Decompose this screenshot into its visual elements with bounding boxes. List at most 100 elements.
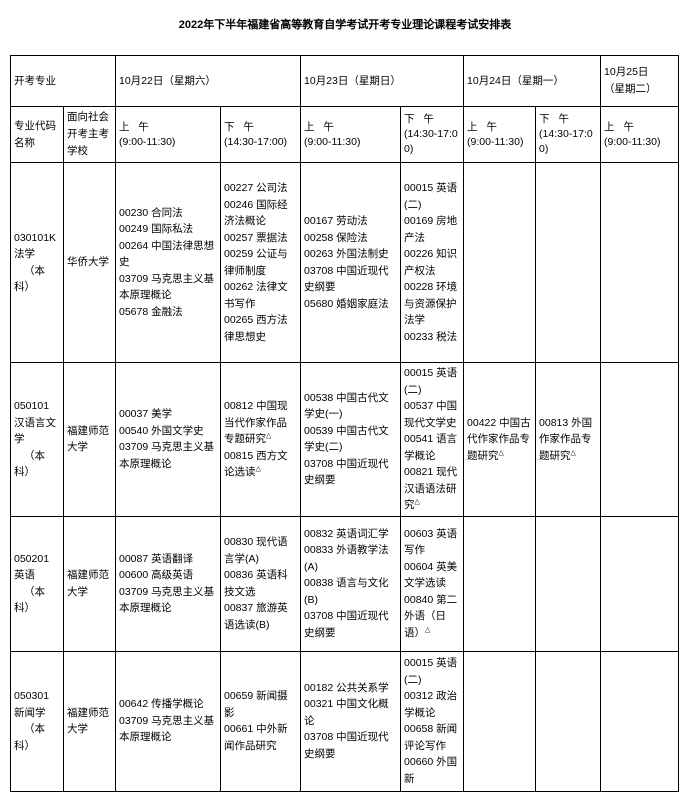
course-cell: 00037 美学 00540 外国文学史 03709 马克思主义基本原理概论 <box>115 362 221 517</box>
course-entry: 00259 公证与律师制度 <box>224 248 288 277</box>
course-entry: 00182 公共关系学 <box>304 681 389 694</box>
triangle-marker-icon: △ <box>414 498 420 506</box>
course-entry: 00821 现代汉语语法研究△ <box>404 466 458 511</box>
course-entry: 00604 英美文学选读 <box>404 560 458 590</box>
course-entry: 00540 外国文学史 <box>119 424 204 437</box>
course-cell: 00182 公共关系学 00321 中国文化概论 03708 中国近现代史纲要 <box>300 650 402 792</box>
course-cell <box>600 515 680 652</box>
course-entry: 00813 外国作家作品专题研究△ <box>539 416 593 462</box>
course-entry: 00833 外语教学法(A) <box>304 544 389 573</box>
course-entry: 00321 中国文化概论 <box>304 698 389 727</box>
school-cell: 福建师范大学 <box>63 362 116 517</box>
course-cell: 00832 英语词汇学 00833 外语教学法(A) 00838 语言与文化(B) 0… <box>300 515 402 652</box>
course-entry: 03708 中国近现代史纲要 <box>304 731 389 760</box>
course-entry: 00422 中国古代作家作品专题研究△ <box>467 416 531 462</box>
header-day-oct23: 10月23日（星期日） <box>300 55 465 107</box>
table-header-row-days: 开考专业 10月22日（星期六） 10月23日（星期日） 10月24日（星期一）… <box>10 55 680 107</box>
major-level: （本科） <box>14 449 45 479</box>
course-entry: 00167 劳动法 <box>304 215 368 227</box>
major-cell: 050201 英语 （本科） <box>10 515 64 652</box>
major-cell: 050301 新闻学 （本科） <box>10 650 64 792</box>
course-entry: 00836 英语科技文选 <box>224 569 288 598</box>
header-session-5: 下 午 (14:30-17:00) <box>535 106 602 163</box>
header-session-6: 上 午 (9:00-11:30) <box>600 106 680 163</box>
header-session-4-time: (9:00-11:30) <box>467 135 524 148</box>
course-entry: 00258 保险法 <box>304 231 368 244</box>
major-code: 030101K <box>14 231 57 244</box>
course-entry: 00539 中国古代文学史(二) <box>304 424 389 454</box>
course-cell <box>463 515 537 652</box>
course-cell <box>600 362 680 517</box>
course-entry: 00015 英语(二) <box>404 367 458 396</box>
course-cell: 00227 公司法 00246 国际经济法概论 00257 票据法 00259 公证与… <box>219 162 302 363</box>
course-entry: 00837 旅游英语选读(B) <box>224 602 288 631</box>
header-major-code-line2: 名称 <box>14 136 35 149</box>
major-level: （本科） <box>14 723 45 752</box>
header-day-oct22-line1: 10月22日（星期六） <box>119 74 216 87</box>
header-day-oct22: 10月22日（星期六） <box>114 55 302 107</box>
header-day-oct24-line1: 10月24日（星期一） <box>467 74 564 87</box>
header-session-6-name: 上 午 <box>604 120 637 133</box>
course-entry: 00233 税法 <box>404 330 458 343</box>
triangle-marker-icon: △ <box>266 432 272 440</box>
header-day-oct23-line1: 10月23日（星期日） <box>304 74 401 87</box>
course-entry: 00015 英语(二) <box>404 657 458 686</box>
course-cell: 00659 新闻摄影 00661 中外新闻作品研究 <box>219 650 302 792</box>
course-cell <box>535 515 602 652</box>
course-entry: 00265 西方法律思想史 <box>224 314 288 343</box>
course-entry: 00249 国际私法 <box>119 223 194 236</box>
page-title: 2022年下半年福建省高等教育自学考试开考专业理论课程考试安排表 <box>178 19 512 31</box>
header-session-0: 上 午 (9:00-11:30) <box>115 106 221 163</box>
header-school-line3: 学校 <box>67 145 88 157</box>
course-entry: 03709 马克思主义基本原理概论 <box>119 714 215 744</box>
major-level: （本科） <box>14 264 45 294</box>
course-entry: 00264 中国法律思想史 <box>119 239 215 269</box>
course-cell <box>600 650 680 792</box>
major-level: （本科） <box>14 585 45 615</box>
course-cell <box>463 650 537 792</box>
header-session-5-time: (14:30-17:00) <box>539 128 593 155</box>
header-school-line1: 面向社会 <box>67 111 109 123</box>
header-session-4: 上 午 (9:00-11:30) <box>463 106 537 163</box>
course-entry: 00226 知识产权法 <box>404 248 458 277</box>
course-entry: 00228 环境与资源保护法学 <box>404 281 458 326</box>
header-session-1: 下 午 (14:30-17:00) <box>219 106 302 163</box>
course-entry: 03708 中国近现代史纲要 <box>304 264 389 294</box>
course-entry: 00659 新闻摄影 <box>224 690 288 719</box>
table-header-row-sessions: 专业代码 名称 面向社会 开考主考 学校 上 午 (9:00-11:30) 下 … <box>10 106 680 163</box>
course-cell: 00015 英语(二) 00169 房地产法 00226 知识产权法 00228 环境… <box>400 162 465 363</box>
course-entry: 00169 房地产法 <box>404 215 458 244</box>
course-entry: 00541 语言学概论 <box>404 433 458 462</box>
header-session-2-time: (9:00-11:30) <box>304 135 361 148</box>
schedule-body: 030101K 法学 （本科） 华侨大学 00230 合同法 00249 国际私法 0026… <box>10 162 680 792</box>
triangle-marker-icon: △ <box>570 449 576 456</box>
triangle-marker-icon: △ <box>498 449 504 456</box>
course-entry: 00603 英语写作 <box>404 527 458 557</box>
course-cell <box>600 162 680 363</box>
header-session-2-name: 上 午 <box>304 120 337 133</box>
course-entry: 00658 新闻评论写作 <box>404 723 458 752</box>
header-school-line2: 开考主考 <box>67 128 109 140</box>
course-cell: 00642 传播学概论 03709 马克思主义基本原理概论 <box>115 650 221 792</box>
course-entry: 00537 中国现代文学史 <box>404 400 458 429</box>
school-cell: 华侨大学 <box>63 162 116 363</box>
triangle-marker-icon: △ <box>255 465 261 473</box>
course-cell: 00230 合同法 00249 国际私法 00264 中国法律思想史 03709 马克… <box>115 162 221 363</box>
major-name: 新闻学 <box>14 706 46 719</box>
header-session-0-name: 上 午 <box>119 120 152 133</box>
course-cell: 00015 英语(二) 00537 中国现代文学史 00541 语言学概论 00821… <box>400 362 465 517</box>
header-session-0-time: (9:00-11:30) <box>119 135 176 148</box>
header-school: 面向社会 开考主考 学校 <box>63 106 116 163</box>
course-entry: 00538 中国古代文学史(一) <box>304 391 389 421</box>
course-entry: 00840 第二外语（日语）△ <box>404 593 458 639</box>
header-session-3-time: (14:30-17:00) <box>404 128 458 155</box>
course-entry: 03708 中国近现代史纲要 <box>304 457 389 487</box>
course-entry: 00661 中外新闻作品研究 <box>224 723 288 752</box>
header-session-6-time: (9:00-11:30) <box>604 135 661 148</box>
course-entry: 00257 票据法 <box>224 231 288 244</box>
course-entry: 00087 英语翻译 <box>119 552 194 565</box>
course-cell: 00603 英语写作 00604 英美文学选读 00840 第二外语（日语）△ <box>400 515 465 652</box>
course-cell: 00812 中国现当代作家作品专题研究△ 00815 西方文论选读△ <box>219 362 302 517</box>
course-cell <box>535 650 602 792</box>
major-cell: 030101K 法学 （本科） <box>10 162 64 363</box>
